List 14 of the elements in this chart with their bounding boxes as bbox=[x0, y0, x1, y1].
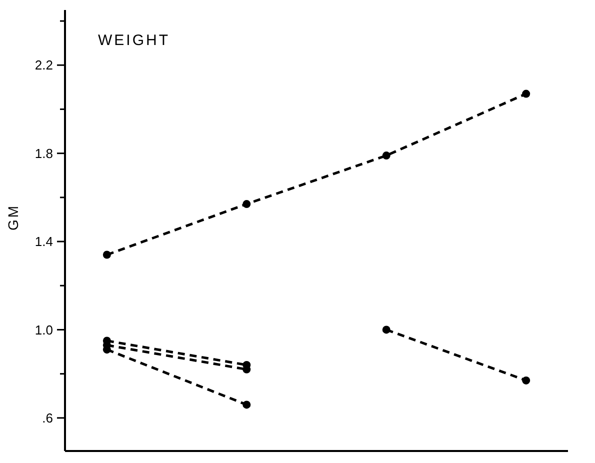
point bbox=[522, 90, 530, 98]
point bbox=[242, 400, 251, 409]
y-tick-label: 1.0 bbox=[34, 322, 53, 338]
point bbox=[522, 376, 530, 384]
text: WEIGHT bbox=[98, 32, 170, 49]
y-tick-label: 1.4 bbox=[34, 234, 53, 250]
point bbox=[242, 200, 251, 208]
y-axis-title: GM bbox=[4, 204, 21, 230]
point bbox=[382, 326, 390, 334]
y-tick-label: 2.2 bbox=[34, 58, 53, 73]
point bbox=[102, 250, 111, 259]
y-tick-label: .6 bbox=[42, 410, 53, 426]
y-tick-label: 1.8 bbox=[34, 146, 53, 161]
point bbox=[382, 152, 390, 160]
